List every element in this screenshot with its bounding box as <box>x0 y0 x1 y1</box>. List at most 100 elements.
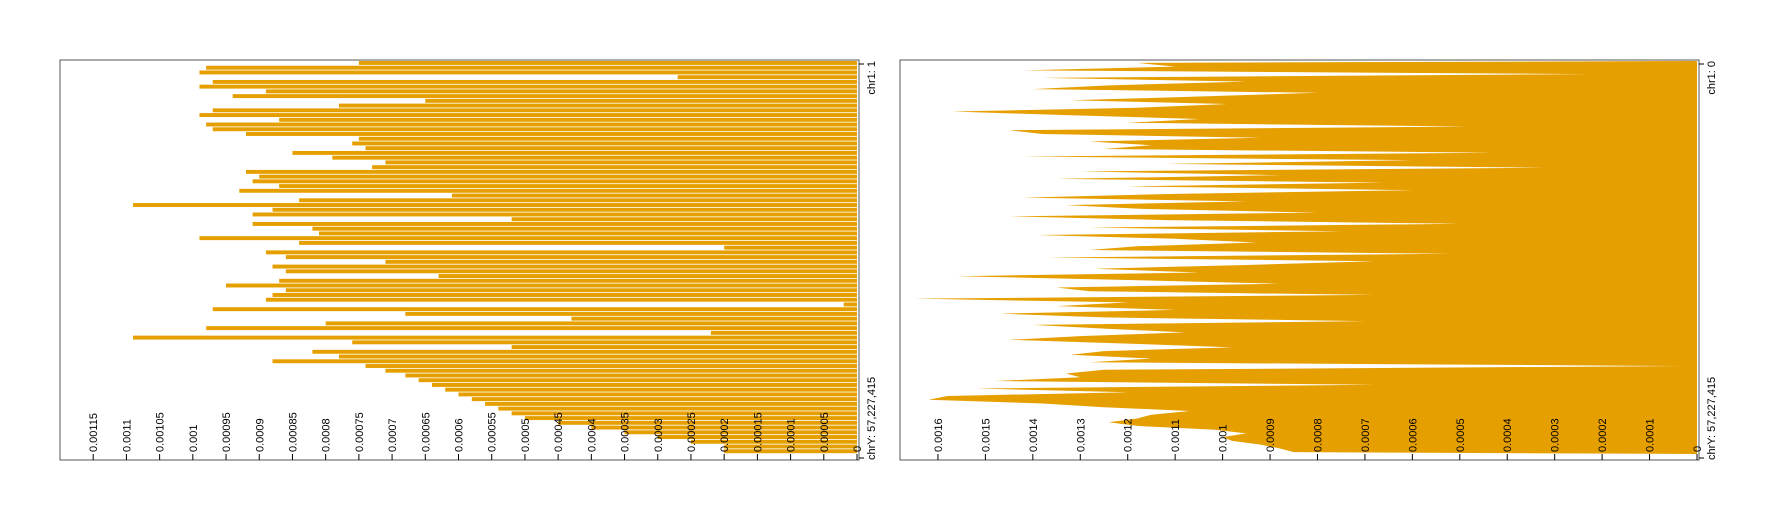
value-tick-label: 0.0007 <box>387 418 399 452</box>
bar <box>212 79 857 84</box>
value-tick-label: 0.0011 <box>1170 419 1182 452</box>
value-tick-label: 0.0008 <box>1312 418 1324 452</box>
bar <box>199 236 858 241</box>
bar <box>405 311 857 316</box>
value-tick-label: 0.0006 <box>454 418 466 452</box>
bar <box>265 250 857 255</box>
bar <box>571 316 857 321</box>
bar <box>325 321 857 326</box>
bar <box>199 113 858 118</box>
bar <box>511 411 857 416</box>
bar <box>558 420 858 425</box>
value-tick-label: 0.00105 <box>155 412 167 452</box>
bar <box>199 70 858 75</box>
bar <box>206 122 857 127</box>
bar <box>332 155 857 160</box>
value-tick-label: 0.0002 <box>1597 418 1609 452</box>
value-tick-label: 0.0004 <box>586 418 598 452</box>
bar <box>279 278 857 283</box>
value-tick-label: 0.0014 <box>1028 418 1040 452</box>
value-tick-label: 0.0003 <box>1550 418 1562 452</box>
bar <box>252 221 858 226</box>
bar <box>312 226 857 231</box>
value-tick-label: 0.00075 <box>354 412 366 452</box>
bar <box>405 373 857 378</box>
bar <box>724 444 857 449</box>
bar <box>206 65 857 70</box>
genome-start-label: chr1: 0 <box>1706 61 1718 95</box>
bar <box>710 330 857 335</box>
bar <box>252 179 858 184</box>
bar <box>265 89 857 94</box>
value-tick-label: 0.0005 <box>520 418 532 452</box>
bar <box>524 416 857 421</box>
value-tick-label: 0 <box>1692 446 1704 452</box>
bar <box>272 207 857 212</box>
bar <box>843 302 857 307</box>
bar <box>385 160 857 165</box>
bar <box>352 340 857 345</box>
value-tick-label: 0.00085 <box>287 412 299 452</box>
value-tick-label: 0.00115 <box>88 413 100 452</box>
bar <box>358 136 857 141</box>
plot-frame <box>59 59 860 461</box>
value-tick-label: 0 <box>852 446 864 452</box>
bar <box>245 169 858 174</box>
value-tick-label: 0.00035 <box>620 412 632 452</box>
bar <box>657 435 857 439</box>
value-tick-label: 0.00065 <box>420 412 432 452</box>
left-bar-panel: 0 0.00005 0.0001 0.00015 0.0002 0.00025 0.0003… <box>59 59 878 461</box>
bar <box>445 387 857 392</box>
bar <box>206 326 857 331</box>
bar <box>338 354 857 359</box>
bar <box>724 245 857 250</box>
bar <box>285 288 857 293</box>
value-tick-label: 0.0005 <box>1455 418 1467 452</box>
value-tick-label: 0.001 <box>1218 424 1230 452</box>
bar <box>212 108 857 113</box>
bar <box>724 449 857 454</box>
area-series <box>914 61 1697 454</box>
value-tick-label: 0.00055 <box>487 412 499 452</box>
bar <box>591 425 857 430</box>
bar <box>299 240 858 245</box>
bar <box>372 165 857 170</box>
genome-end-label: chrY: 57,227,415 <box>866 377 878 460</box>
bar <box>624 430 857 435</box>
bar <box>199 84 858 89</box>
bar <box>299 198 858 203</box>
value-tick-label: 0.0001 <box>1645 418 1657 452</box>
bar <box>259 174 857 179</box>
bar <box>272 293 857 297</box>
bar <box>252 212 858 217</box>
value-tick-label: 0.00005 <box>819 412 831 452</box>
right-area-panel: 0 0.0001 0.0002 0.0003 0.0004 0.0005 0.0006 0.0… <box>899 59 1718 461</box>
bar <box>272 264 857 269</box>
value-tick-label: 0.0009 <box>1265 418 1277 452</box>
bar <box>338 103 857 108</box>
bar <box>485 401 857 406</box>
value-tick-label: 0.0006 <box>1407 418 1419 452</box>
bar <box>319 231 857 236</box>
bar <box>418 378 857 383</box>
bar <box>385 259 857 264</box>
value-tick-label: 0.00025 <box>686 412 698 452</box>
value-tick-label: 0.001 <box>188 424 200 452</box>
value-tick-label: 0.0002 <box>719 418 731 452</box>
value-tick-label: 0.0004 <box>1502 418 1514 452</box>
bar <box>272 359 857 364</box>
genome-start-label: chr1: 1 <box>866 61 878 95</box>
bar <box>245 132 858 136</box>
bar <box>498 406 857 411</box>
value-tick-label: 0.0011 <box>121 419 133 452</box>
bar <box>232 94 857 99</box>
bar <box>431 382 857 387</box>
plot-frame <box>899 59 1700 461</box>
value-tick-label: 0.0003 <box>653 418 665 452</box>
bar <box>212 307 857 312</box>
value-tick-label: 0.00095 <box>221 412 233 452</box>
bar <box>133 335 857 340</box>
bar <box>279 184 857 189</box>
value-tick-label: 0.00015 <box>752 412 764 452</box>
